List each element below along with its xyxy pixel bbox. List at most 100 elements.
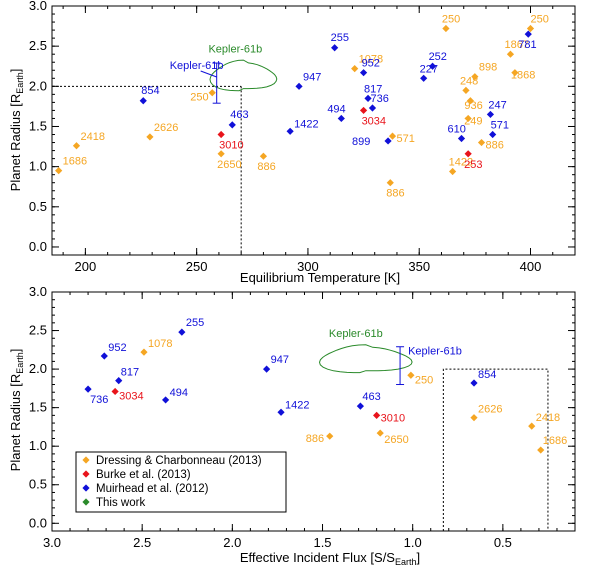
x-tick-label: 200 [75,259,97,274]
data-point [486,110,495,119]
data-point-label: 3010 [381,412,405,424]
x-tick-label: 1.0 [404,535,422,550]
data-point-label: 947 [303,71,321,83]
data-point [111,387,119,396]
data-point [217,150,225,158]
data-point-label: 1867 [504,39,528,51]
bottom-x-ticks: 3.0 2.5 2.0 1.5 1.0 0.5 [43,292,576,550]
data-point [331,44,339,52]
data-point-label: 1686 [543,435,567,447]
data-point [351,65,359,73]
kepler61b-errorbar-label: Kepler-61b [408,346,462,358]
legend-marker [82,470,90,478]
bottom-plot-frame [51,291,576,532]
bottom-kepler61b-contour: Kepler-61b [318,328,413,374]
y-tick-label: 1.0 [29,438,47,453]
data-point-label: 3034 [119,390,143,402]
data-point [228,121,236,129]
data-point-label: 736 [370,93,388,105]
data-point-label: 227 [420,63,438,75]
x-tick-label: 250 [186,259,208,274]
data-point [373,411,381,419]
data-point-label: 494 [327,103,345,115]
data-point-label: 2650 [217,159,241,171]
data-point-label: 610 [447,124,465,136]
x-tick-label: 350 [408,259,430,274]
top-x-axis-label: Equilibrium Temperature [K] [240,270,400,285]
data-point-label: 250 [415,374,433,386]
data-point-label: 854 [141,85,159,97]
data-point-label: 250 [190,92,208,104]
data-point [506,50,515,58]
bottom-x-axis-label: Effective Incident Flux [S/SEarth] [240,550,420,567]
data-point-label: 1686 [63,156,87,168]
y-tick-label: 0.0 [29,239,47,254]
data-point [464,114,472,123]
bottom-y-ticks: 0.0 0.5 1.0 1.5 2.0 2.5 3.0 [29,284,575,530]
y-tick-label: 0.5 [29,199,47,214]
data-point [326,432,334,440]
data-point [359,69,368,77]
y-tick-label: 2.0 [29,361,47,376]
data-point-label: 886 [386,188,404,200]
data-point [442,24,450,33]
kepler61b-contour-label: Kepler-61b [208,44,262,56]
data-point-label: 854 [478,369,496,381]
data-point [526,24,535,33]
bottom-y-axis-label: Planet Radius [REarth] [8,349,25,472]
data-point-label: 252 [429,51,447,63]
data-point-label: 494 [170,387,188,399]
data-point [384,137,392,145]
data-point [55,167,63,175]
data-point [337,114,345,123]
data-point-label: 571 [397,133,415,145]
top-y-axis-label: Planet Radius [REarth] [8,69,25,192]
legend-label: Muirhead et al. (2012) [96,483,209,495]
data-point [528,422,536,430]
data-point-label: 899 [352,136,370,148]
top-reference-lines [52,85,242,255]
data-point-label: 3034 [362,115,386,127]
data-point-label: 571 [491,120,509,132]
data-point [140,348,148,356]
data-point [376,429,384,437]
data-point [462,86,470,94]
data-point-label: 781 [518,39,536,51]
data-point [466,97,474,105]
data-point-label: 1868 [511,70,535,82]
data-point [428,62,437,70]
y-tick-label: 2.5 [29,323,47,338]
data-point-label: 1422 [294,118,318,130]
legend-marker [82,484,90,492]
y-tick-label: 2.0 [29,78,47,93]
legend-marker [82,456,90,464]
x-tick-label: 300 [297,259,319,274]
data-point-label: 2626 [478,404,502,416]
data-point [356,402,364,410]
y-tick-label: 2.5 [29,38,47,53]
x-tick-label: 400 [520,259,542,274]
data-point [388,132,397,140]
data-point-label: 249 [464,115,482,127]
top-x-ticks: 200 250 300 350 400 [62,6,576,274]
data-point-label: 947 [271,354,289,366]
top-panel: Kepler-61b Kepler-61b 1686 2418 2626 250 265… [8,0,576,285]
top-plot-frame [51,5,576,256]
data-point [259,152,268,160]
data-point-label: 255 [186,317,204,329]
bottom-panel: Kepler-61b Kepler-61b 1078 886 2650 250 2626… [8,284,576,567]
data-point [477,138,486,147]
data-point-label: 250 [530,13,548,25]
y-tick-label: 1.0 [29,159,47,174]
data-point-label: 736 [90,394,108,406]
data-point-label: 247 [488,99,506,111]
data-point [457,134,466,143]
legend-marker [82,498,90,506]
data-point-label: 250 [442,13,460,25]
bottom-kepler61b-errorbar: Kepler-61b [396,346,462,386]
data-point-label: 255 [331,32,349,44]
x-tick-label: 1.5 [313,535,331,550]
data-point-label: 253 [464,159,482,171]
